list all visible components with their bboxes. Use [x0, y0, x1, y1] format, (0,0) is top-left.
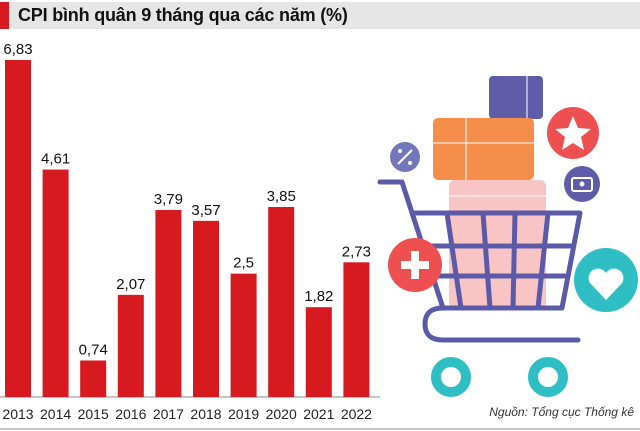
shopping-cart-icon [377, 76, 638, 397]
bar-2013 [5, 60, 31, 397]
source-note: Nguồn: Tổng cục Thống kê [489, 405, 634, 419]
value-label: 1,82 [304, 288, 333, 305]
x-tick-label: 2022 [341, 406, 372, 422]
value-label: 2,73 [342, 243, 371, 260]
bar-2019 [230, 273, 257, 397]
value-label: 0,74 [79, 341, 108, 358]
x-tick-label: 2013 [2, 406, 33, 422]
x-tick-label: 2014 [40, 406, 71, 422]
bar-2021 [305, 307, 332, 397]
bar-2016 [117, 294, 144, 397]
chart-title: CPI bình quân 9 tháng qua các năm (%) [18, 5, 348, 25]
value-label: 2,07 [116, 276, 145, 293]
value-label: 3,57 [191, 202, 220, 219]
bar-2022 [343, 262, 370, 397]
value-label: 3,79 [154, 191, 183, 208]
x-tick-label: 2015 [78, 406, 109, 422]
value-label: 4,61 [41, 151, 70, 168]
x-tick-label: 2016 [115, 406, 146, 422]
bar-2017 [155, 209, 182, 397]
bar-2014 [42, 169, 69, 397]
value-label: 3,85 [267, 188, 296, 205]
bar-2018 [193, 220, 219, 397]
x-tick-label: 2020 [266, 406, 297, 422]
bar-2015 [80, 360, 107, 397]
value-label: 6,83 [3, 41, 32, 58]
title-bar: CPI bình quân 9 tháng qua các năm (%) [0, 2, 640, 29]
bar-2020 [268, 207, 295, 397]
x-tick-label: 2021 [303, 406, 334, 422]
title-accent [0, 2, 9, 29]
value-label: 2,5 [233, 255, 254, 272]
x-tick-label: 2019 [228, 406, 259, 422]
x-tick-label: 2017 [153, 406, 184, 422]
x-tick-label: 2018 [190, 406, 221, 422]
